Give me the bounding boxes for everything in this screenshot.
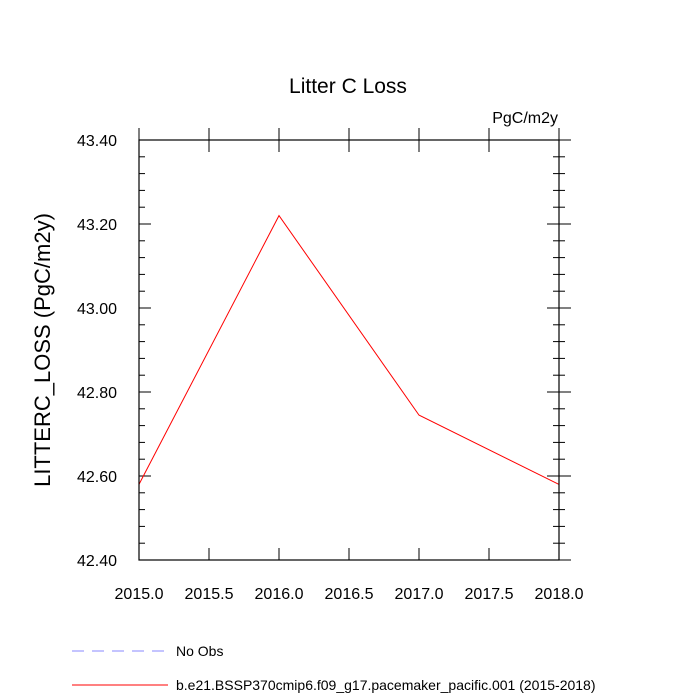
y-tick-label: 42.80 (77, 385, 117, 402)
y-tick-label: 42.40 (77, 553, 117, 570)
x-tick-label: 2016.5 (325, 586, 374, 603)
x-tick-labels: 2015.0 2015.5 2016.0 2016.5 2017.0 2017.5 2018… (115, 586, 584, 603)
legend-label-no-obs: No Obs (176, 643, 223, 659)
x-tick-label: 2017.0 (395, 586, 444, 603)
chart-title: Litter C Loss (289, 75, 407, 98)
x-tick-label: 2015.0 (115, 586, 164, 603)
y-tick-label: 43.00 (77, 301, 117, 318)
units-label: PgC/m2y (492, 110, 558, 127)
y-tick-label: 42.60 (77, 469, 117, 486)
data-lines (138, 214, 560, 485)
y-tick-label: 43.40 (77, 133, 117, 150)
x-tick-label: 2018.0 (535, 586, 584, 603)
legend: No Obs b.e21.BSSP370cmip6.f09_g17.pacema… (72, 643, 596, 693)
y-axis-label: LITTERC_LOSS (PgC/m2y) (30, 213, 55, 487)
axis-ticks (138, 128, 571, 561)
y-tick-labels: 42.40 42.60 42.80 43.00 43.20 43.40 (77, 133, 117, 570)
x-tick-label: 2017.5 (465, 586, 514, 603)
plot-frame (138, 139, 560, 561)
series-line (138, 214, 560, 485)
x-tick-label: 2015.5 (185, 586, 234, 603)
y-tick-label: 43.20 (77, 217, 117, 234)
x-tick-label: 2016.0 (255, 586, 304, 603)
legend-label-model: b.e21.BSSP370cmip6.f09_g17.pacemaker_pac… (176, 677, 596, 693)
